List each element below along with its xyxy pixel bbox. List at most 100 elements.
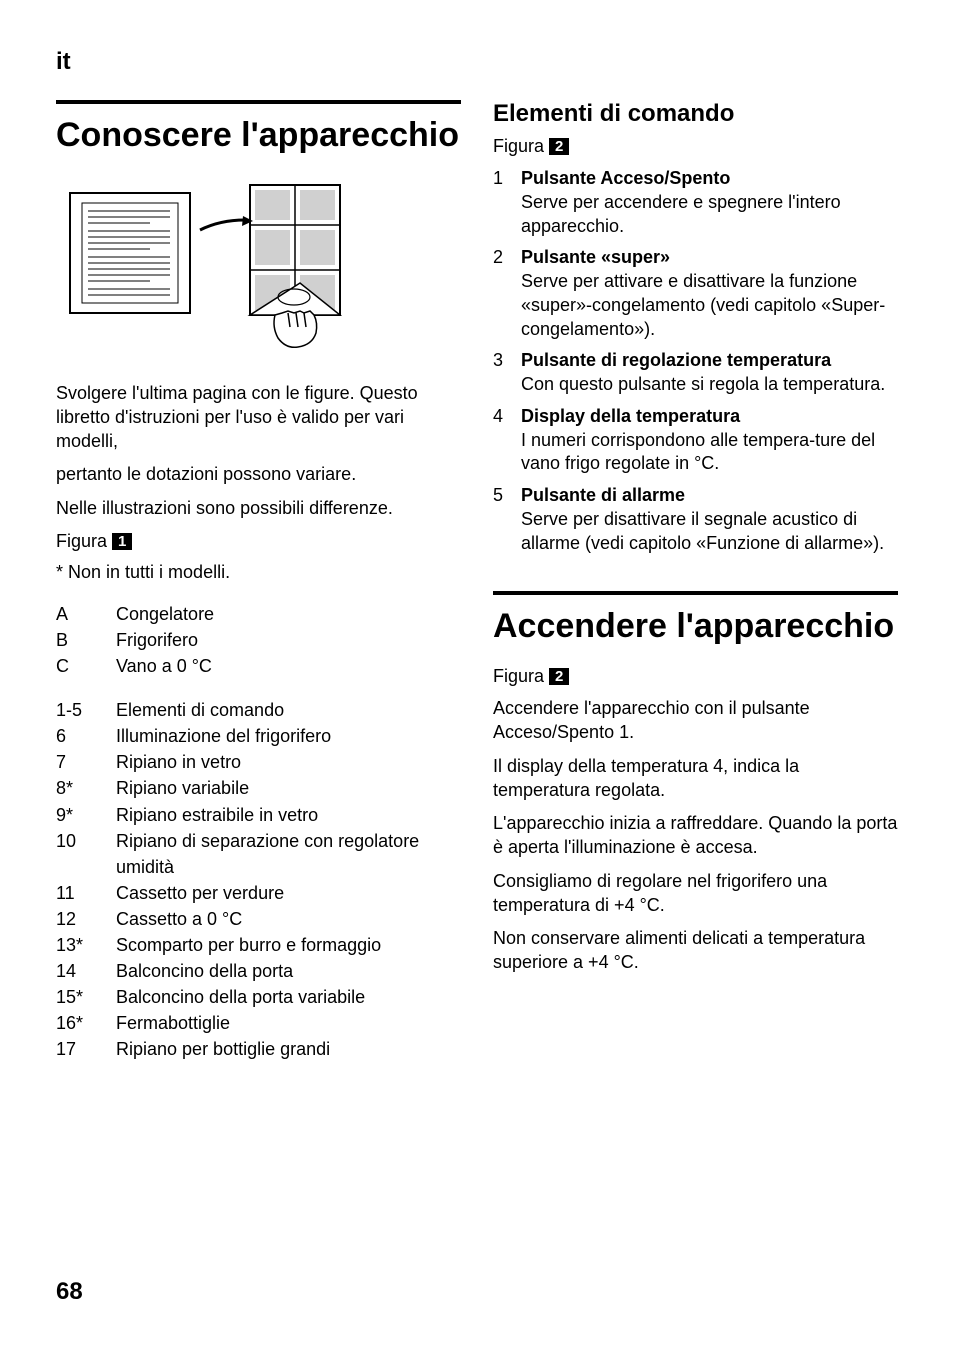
control-item: 4Display della temperatura I numeri corri… xyxy=(493,405,898,476)
control-item: 1Pulsante Acceso/Spento Serve per accende… xyxy=(493,167,898,238)
item-description: Serve per accendere e spegnere l'intero … xyxy=(521,191,898,239)
legend-row: 11Cassetto per verdure xyxy=(56,880,461,906)
item-label: Pulsante di allarme xyxy=(521,485,685,505)
legend-key: 16* xyxy=(56,1010,116,1036)
legend-value: Ripiano di separazione con regolatore um… xyxy=(116,828,461,880)
legend-row: 9*Ripiano estraibile in vetro xyxy=(56,802,461,828)
legend-abc: ACongelatoreBFrigoriferoCVano a 0 °C xyxy=(56,601,461,679)
legend-numbers: 1-5Elementi di comando6Illuminazione del… xyxy=(56,697,461,1062)
item-number: 4 xyxy=(493,405,521,476)
legend-value: Ripiano estraibile in vetro xyxy=(116,802,461,828)
legend-key: 10 xyxy=(56,828,116,880)
legend-key: C xyxy=(56,653,116,679)
legend-key: 15* xyxy=(56,984,116,1010)
legend-row: 16*Fermabottiglie xyxy=(56,1010,461,1036)
legend-value: Elementi di comando xyxy=(116,697,461,723)
legend-key: 9* xyxy=(56,802,116,828)
body-paragraph: Il display della temperatura 4, indica l… xyxy=(493,755,898,803)
legend-key: 8* xyxy=(56,775,116,801)
legend-key: 11 xyxy=(56,880,116,906)
body-paragraph: Consigliamo di regolare nel frigorifero … xyxy=(493,870,898,918)
item-number: 1 xyxy=(493,167,521,238)
figure-ref-2b: Figura 2 xyxy=(493,666,898,687)
figura-label: Figura xyxy=(493,136,544,156)
body-paragraph: L'apparecchio inizia a raffreddare. Quan… xyxy=(493,812,898,860)
figura-number-badge: 2 xyxy=(549,138,569,155)
legend-value: Ripiano in vetro xyxy=(116,749,461,775)
legend-value: Cassetto per verdure xyxy=(116,880,461,906)
legend-row: 17Ripiano per bottiglie grandi xyxy=(56,1036,461,1062)
item-number: 3 xyxy=(493,349,521,397)
legend-row: 12Cassetto a 0 °C xyxy=(56,906,461,932)
legend-row: 7Ripiano in vetro xyxy=(56,749,461,775)
legend-row: 8*Ripiano variabile xyxy=(56,775,461,801)
right-column: Elementi di comando Figura 2 1Pulsante A… xyxy=(493,100,898,1080)
item-description: Con questo pulsante si regola la tempera… xyxy=(521,373,898,397)
accendere-paragraphs: Accendere l'apparecchio con il pulsante … xyxy=(493,697,898,975)
legend-key: A xyxy=(56,601,116,627)
legend-value: Fermabottiglie xyxy=(116,1010,461,1036)
controls-list: 1Pulsante Acceso/Spento Serve per accende… xyxy=(493,167,898,555)
figura-label: Figura xyxy=(56,531,107,551)
legend-value: Vano a 0 °C xyxy=(116,653,461,679)
item-description: Serve per disattivare il segnale acustic… xyxy=(521,508,898,556)
subheading-elementi: Elementi di comando xyxy=(493,100,898,128)
figura-number-badge: 2 xyxy=(549,668,569,685)
item-description: I numeri corrispondono alle tempera-ture… xyxy=(521,429,898,477)
item-description: Serve per attivare e disattivare la funz… xyxy=(521,270,898,341)
item-label: Pulsante «super» xyxy=(521,247,670,267)
language-code: it xyxy=(56,48,898,76)
legend-row: 13*Scomparto per burro e formaggio xyxy=(56,932,461,958)
intro-p2: pertanto le dotazioni possono variare. xyxy=(56,463,461,487)
legend-value: Scomparto per burro e formaggio xyxy=(116,932,461,958)
item-number: 5 xyxy=(493,484,521,555)
legend-value: Ripiano variabile xyxy=(116,775,461,801)
control-item: 2Pulsante «super» Serve per attivare e di… xyxy=(493,246,898,341)
figure-ref-1: Figura 1 xyxy=(56,531,461,552)
legend-row: 14Balconcino della porta xyxy=(56,958,461,984)
legend-row: 1-5Elementi di comando xyxy=(56,697,461,723)
legend-value: Frigorifero xyxy=(116,627,461,653)
left-column: Conoscere l'apparecchio xyxy=(56,100,461,1080)
item-label: Pulsante di regolazione temperatura xyxy=(521,350,831,370)
item-number: 2 xyxy=(493,246,521,341)
figura-label: Figura xyxy=(493,666,544,686)
legend-row: ACongelatore xyxy=(56,601,461,627)
legend-value: Balconcino della porta xyxy=(116,958,461,984)
legend-row: CVano a 0 °C xyxy=(56,653,461,679)
figura-number-badge: 1 xyxy=(112,533,132,550)
section-heading-accendere: Accendere l'apparecchio xyxy=(493,607,898,646)
divider xyxy=(493,591,898,595)
section-elementi: Elementi di comando Figura 2 1Pulsante A… xyxy=(493,100,898,555)
two-column-layout: Conoscere l'apparecchio xyxy=(56,100,898,1080)
legend-key: 7 xyxy=(56,749,116,775)
legend-value: Balconcino della porta variabile xyxy=(116,984,461,1010)
control-item: 5Pulsante di allarme Serve per disattivar… xyxy=(493,484,898,555)
manual-illustration xyxy=(60,175,461,360)
legend-row: 15*Balconcino della porta variabile xyxy=(56,984,461,1010)
legend-value: Illuminazione del frigorifero xyxy=(116,723,461,749)
divider xyxy=(56,100,461,104)
legend-row: 10Ripiano di separazione con regolatore … xyxy=(56,828,461,880)
legend-value: Ripiano per bottiglie grandi xyxy=(116,1036,461,1062)
intro-p1: Svolgere l'ultima pagina con le figure. … xyxy=(56,382,461,453)
item-label: Pulsante Acceso/Spento xyxy=(521,168,730,188)
legend-row: BFrigorifero xyxy=(56,627,461,653)
legend-key: 17 xyxy=(56,1036,116,1062)
item-label: Display della temperatura xyxy=(521,406,740,426)
legend-key: B xyxy=(56,627,116,653)
page-number: 68 xyxy=(56,1278,83,1306)
body-paragraph: Accendere l'apparecchio con il pulsante … xyxy=(493,697,898,745)
control-item: 3Pulsante di regolazione temperatura Con … xyxy=(493,349,898,397)
figure-ref-2a: Figura 2 xyxy=(493,136,898,157)
section-heading-conoscere: Conoscere l'apparecchio xyxy=(56,116,461,155)
legend-value: Congelatore xyxy=(116,601,461,627)
legend-key: 12 xyxy=(56,906,116,932)
legend-key: 13* xyxy=(56,932,116,958)
footnote: * Non in tutti i modelli. xyxy=(56,562,461,583)
legend-key: 14 xyxy=(56,958,116,984)
legend-value: Cassetto a 0 °C xyxy=(116,906,461,932)
body-paragraph: Non conservare alimenti delicati a tempe… xyxy=(493,927,898,975)
legend-row: 6Illuminazione del frigorifero xyxy=(56,723,461,749)
legend-key: 1-5 xyxy=(56,697,116,723)
